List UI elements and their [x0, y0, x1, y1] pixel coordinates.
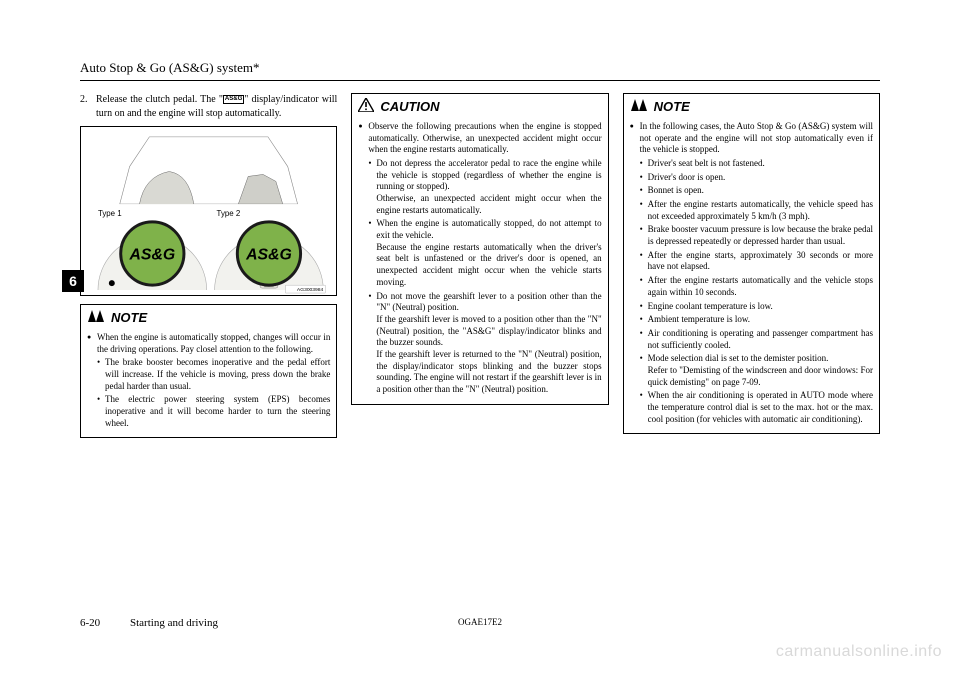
n2-0: Driver's seat belt is not fastened. [640, 158, 873, 170]
content-columns: 2. Release the clutch pedal. The "AS&G" … [80, 93, 880, 593]
n2-2: Bonnet is open. [640, 185, 873, 197]
footer-code: OGAE17E2 [458, 617, 502, 627]
page-number: 6-20 [80, 617, 130, 629]
column-2: CAUTION Observe the following precaution… [351, 93, 608, 593]
n2-8: Ambient temperature is low. [640, 314, 873, 326]
note-head-1: NOTE [87, 309, 330, 328]
step-text-a: Release the clutch pedal. The " [96, 94, 223, 105]
step-2: 2. Release the clutch pedal. The "AS&G" … [80, 93, 337, 120]
note1-sublist: The brake booster becomes inoperative an… [87, 357, 330, 429]
page-footer: 6-20 Starting and driving OGAE17E2 [80, 617, 880, 629]
caution-lead: Observe the following precautions when t… [358, 121, 601, 156]
caution-sub-0: Do not depress the accelerator pedal to … [368, 158, 601, 216]
caution-icon [358, 98, 374, 117]
page-title: Auto Stop & Go (AS&G) system* [80, 60, 880, 81]
watermark: carmanualsonline.info [776, 643, 942, 661]
n2-1: Driver's door is open. [640, 172, 873, 184]
note1-sub-1: The electric power steering system (EPS)… [97, 394, 330, 429]
note2-lead: In the following cases, the Auto Stop & … [630, 121, 873, 156]
n2-4: Brake booster vacuum pressure is low bec… [640, 224, 873, 247]
note-title: NOTE [111, 310, 147, 327]
caution-sublist: Do not depress the accelerator pedal to … [358, 158, 601, 396]
caution-sub-2: Do not move the gearshift lever to a pos… [368, 291, 601, 396]
asg-glyph-icon: AS&G [223, 95, 244, 104]
step-text: Release the clutch pedal. The "AS&G" dis… [96, 93, 337, 120]
note2-title: NOTE [654, 99, 690, 116]
note1-sub-0: The brake booster becomes inoperative an… [97, 357, 330, 392]
note-box-1: NOTE When the engine is automatically st… [80, 304, 337, 438]
n2-7: Engine coolant temperature is low. [640, 301, 873, 313]
n2-6: After the engine restarts automatically … [640, 275, 873, 298]
caution-sub-1: When the engine is automatically stopped… [368, 218, 601, 288]
caution-box: CAUTION Observe the following precaution… [351, 93, 608, 405]
note-icon-2 [630, 98, 648, 117]
note-icon [87, 309, 105, 328]
note-head-2: NOTE [630, 98, 873, 117]
note1-item: When the engine is automatically stopped… [87, 332, 330, 355]
n2-5: After the engine starts, approximately 3… [640, 250, 873, 273]
note2-sublist: Driver's seat belt is not fastened. Driv… [630, 158, 873, 425]
n2-10: Mode selection dial is set to the demist… [640, 353, 873, 388]
n2-3: After the engine restarts automatically,… [640, 199, 873, 222]
n2-11: When the air conditioning is operated in… [640, 390, 873, 425]
type1-label: Type 1 [98, 209, 122, 218]
caution-list: Observe the following precautions when t… [358, 121, 601, 156]
caution-title: CAUTION [380, 99, 439, 116]
manual-page: Auto Stop & Go (AS&G) system* 6 2. Relea… [0, 0, 960, 679]
note1-list: When the engine is automatically stopped… [87, 332, 330, 355]
figure-code: AG3003984 [297, 287, 324, 293]
step-number: 2. [80, 93, 92, 120]
note-box-2: NOTE In the following cases, the Auto St… [623, 93, 880, 434]
note2-list: In the following cases, the Auto Stop & … [630, 121, 873, 156]
asg-badge-left: AS&G [129, 246, 176, 263]
figure-svg: Type 1 Type 2 AS&G AS&G [81, 127, 336, 295]
asg-figure: Type 1 Type 2 AS&G AS&G [80, 126, 337, 296]
column-3: NOTE In the following cases, the Auto St… [623, 93, 880, 593]
type2-label: Type 2 [217, 209, 241, 218]
footer-section: Starting and driving [130, 617, 218, 629]
asg-badge-right: AS&G [245, 246, 292, 263]
column-1: 2. Release the clutch pedal. The "AS&G" … [80, 93, 337, 593]
n2-9: Air conditioning is operating and passen… [640, 328, 873, 351]
caution-head: CAUTION [358, 98, 601, 117]
